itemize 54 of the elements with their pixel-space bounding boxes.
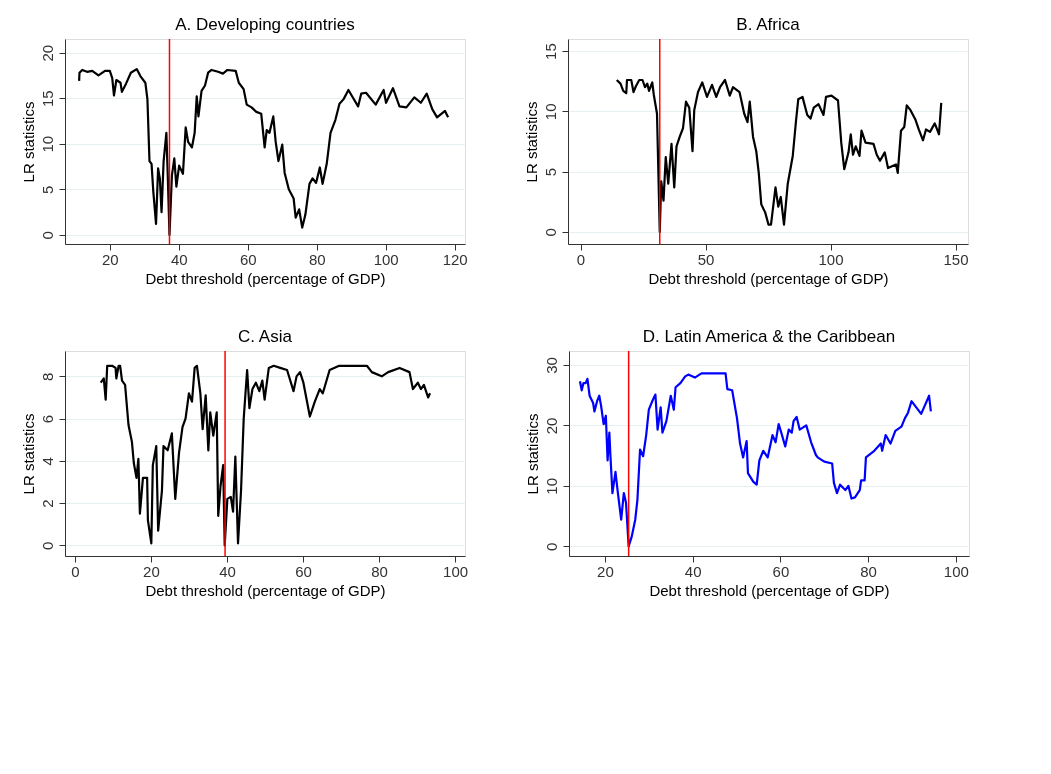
y-axis-title: LR statistics: [19, 413, 37, 495]
x-tick-label: 20: [101, 250, 119, 268]
line-series: [99, 364, 432, 547]
y-tick-label: 15: [541, 43, 559, 60]
x-tick-label: 50: [697, 250, 715, 268]
x-tick-label: 80: [371, 562, 388, 580]
y-tick-label: 30: [542, 357, 560, 374]
y-tick-label: 0: [38, 231, 56, 240]
x-tick-label: 150: [943, 250, 969, 268]
y-tick-label: 0: [541, 228, 559, 237]
y-tick-label: 5: [38, 185, 56, 195]
x-tick-label: 0: [576, 250, 586, 268]
x-axis-title: Debt threshold (percentage of GDP): [648, 269, 889, 287]
y-tick-label: 8: [38, 372, 56, 382]
y-tick-label: 10: [541, 103, 559, 121]
line-series: [78, 67, 450, 236]
chart-title: C. Asia: [238, 327, 293, 347]
x-axis-title: Debt threshold (percentage of GDP): [145, 581, 386, 599]
y-axis-title: LR statistics: [19, 101, 37, 183]
line-series: [578, 372, 932, 548]
y-tick-label: 10: [38, 135, 56, 153]
x-tick-label: 40: [219, 562, 236, 580]
x-tick-label: 60: [239, 250, 257, 268]
x-tick-label: 20: [597, 562, 614, 580]
x-tick-label: 60: [772, 562, 790, 580]
x-tick-label: 80: [860, 562, 877, 580]
x-tick-label: 40: [684, 562, 702, 580]
y-tick-label: 2: [38, 499, 56, 508]
chart-title: B. Africa: [736, 15, 801, 35]
chart-title: A. Developing countries: [175, 15, 355, 35]
y-tick-label: 5: [541, 167, 559, 177]
x-tick-label: 0: [71, 562, 80, 580]
y-axis-title: LR statistics: [522, 101, 540, 183]
chart-title: D. Latin America & the Caribbean: [642, 327, 896, 347]
y-tick-label: 20: [542, 417, 560, 435]
x-axis-title: Debt threshold (percentage of GDP): [145, 269, 386, 287]
x-tick-label: 80: [308, 250, 326, 268]
y-axis-title: LR statistics: [523, 413, 541, 495]
y-tick-label: 6: [38, 414, 56, 424]
x-tick-label: 20: [143, 562, 160, 580]
x-tick-label: 60: [295, 562, 312, 580]
x-tick-label: 100: [943, 562, 969, 580]
x-tick-label: 100: [443, 562, 469, 580]
y-tick-label: 20: [38, 44, 56, 62]
y-tick-label: 15: [38, 90, 56, 108]
y-tick-label: 10: [542, 478, 560, 495]
x-tick-label: 120: [442, 250, 468, 268]
x-axis-title: Debt threshold (percentage of GDP): [649, 581, 890, 599]
x-tick-label: 100: [818, 250, 844, 268]
x-tick-label: 40: [170, 250, 188, 268]
y-tick-label: 0: [542, 542, 560, 551]
y-tick-label: 0: [38, 541, 56, 551]
y-tick-label: 4: [38, 457, 56, 466]
x-tick-label: 100: [373, 250, 399, 268]
